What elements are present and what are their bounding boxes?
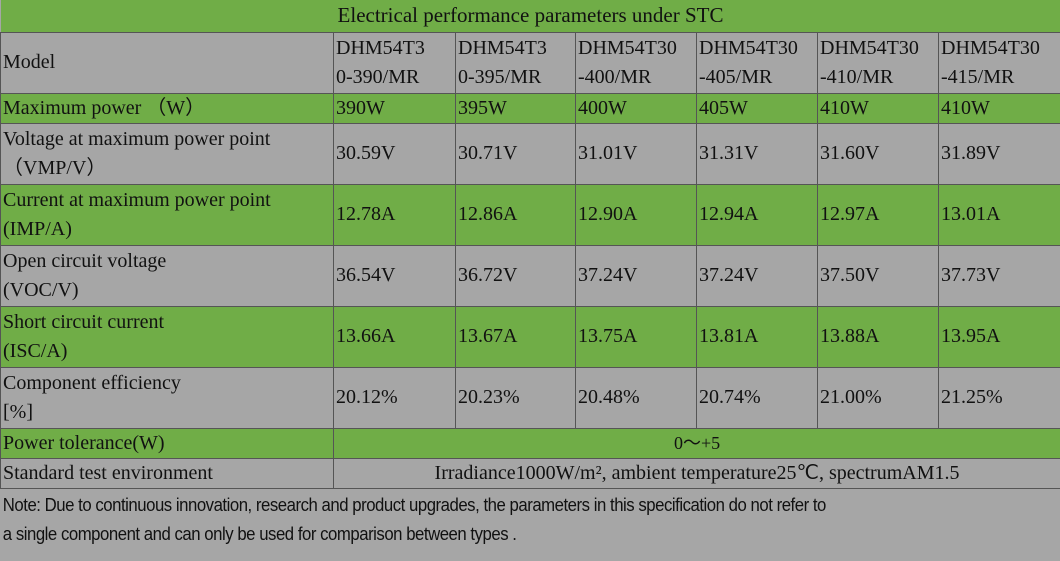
row-label-line: (ISC/A)	[3, 339, 68, 362]
value-cell: 12.97A	[817, 183, 939, 246]
value-cell: 20.48%	[575, 366, 697, 429]
table-title: Electrical performance parameters under …	[0, 0, 1060, 33]
value-cell: 37.73V	[937, 244, 1060, 307]
model-cell: DHM54T3 0-390/MR	[333, 31, 456, 94]
row-label: Voltage at maximum power point （VMP/V）	[0, 122, 334, 185]
value-cell: 410W	[937, 92, 1060, 124]
table-row: Maximum power （W） 390W 395W 400W 405W 410W 410…	[0, 92, 1060, 124]
value-cell: 13.88A	[817, 305, 939, 368]
model-cell: DHM54T30 -410/MR	[817, 31, 939, 94]
spec-table: Electrical performance parameters under …	[0, 0, 1060, 489]
model-line: DHM54T30	[699, 36, 798, 59]
value-cell: 20.12%	[333, 366, 456, 429]
model-cell: DHM54T30 -415/MR	[937, 31, 1060, 94]
value-cell: 37.24V	[696, 244, 818, 307]
model-line: DHM54T3	[336, 36, 425, 59]
value-cell: 30.71V	[455, 122, 576, 185]
row-label: Open circuit voltage (VOC/V)	[0, 244, 334, 307]
model-line: DHM54T3	[458, 36, 547, 59]
value-cell: 31.89V	[937, 122, 1060, 185]
value-cell: 13.95A	[937, 305, 1060, 368]
row-label-line: Maximum power （W）	[3, 96, 206, 119]
value-cell: 395W	[455, 92, 576, 124]
value-cell: 36.72V	[455, 244, 576, 307]
model-line: -400/MR	[578, 65, 652, 88]
row-label-line: Voltage at maximum power point	[3, 127, 271, 150]
value-cell: 13.81A	[696, 305, 818, 368]
value-cell: 13.75A	[575, 305, 697, 368]
value-cell: 390W	[333, 92, 456, 124]
table-row: Component efficiency [%] 20.12% 20.23% 20.48…	[0, 366, 1060, 429]
note-line-2: a single component and can only be used …	[2, 523, 517, 544]
row-label: Maximum power （W）	[0, 92, 334, 124]
model-line: DHM54T30	[578, 36, 677, 59]
row-label: Short circuit current (ISC/A)	[0, 305, 334, 368]
model-line: DHM54T30	[941, 36, 1040, 59]
value-cell: 37.24V	[575, 244, 697, 307]
row-label-line: （VMP/V）	[3, 156, 107, 179]
model-label: Model	[0, 31, 334, 94]
table-row: Current at maximum power point (IMP/A) 12.…	[0, 183, 1060, 246]
value-cell: 12.78A	[333, 183, 456, 246]
model-line: -410/MR	[820, 65, 894, 88]
model-line: 0-395/MR	[458, 65, 542, 88]
table-row: Short circuit current (ISC/A) 13.66A 13.67A…	[0, 305, 1060, 368]
value-cell: 20.74%	[696, 366, 818, 429]
value-cell: 31.01V	[575, 122, 697, 185]
table-row: Voltage at maximum power point （VMP/V） 30.…	[0, 122, 1060, 185]
model-line: -415/MR	[941, 65, 1015, 88]
row-label: Component efficiency [%]	[0, 366, 334, 429]
model-cell: DHM54T30 -405/MR	[696, 31, 818, 94]
value-cell: 13.01A	[937, 183, 1060, 246]
value-cell: 21.00%	[817, 366, 939, 429]
model-line: 0-390/MR	[336, 65, 420, 88]
value-cell: 20.23%	[455, 366, 576, 429]
row-label-line: Current at maximum power point	[3, 188, 271, 211]
value-cell: 405W	[696, 92, 818, 124]
tolerance-label: Power tolerance(W)	[0, 427, 334, 459]
value-cell: 13.66A	[333, 305, 456, 368]
row-label-line: Short circuit current	[3, 310, 165, 333]
value-cell: 36.54V	[333, 244, 456, 307]
value-cell: 12.86A	[455, 183, 576, 246]
value-cell: 12.94A	[696, 183, 818, 246]
model-line: DHM54T30	[820, 36, 919, 59]
tolerance-value: 0～+5	[332, 427, 1060, 459]
row-label-line: Open circuit voltage	[3, 249, 167, 272]
row-label: Current at maximum power point (IMP/A)	[0, 183, 334, 246]
row-label-line: [%]	[3, 400, 33, 423]
table-row: Open circuit voltage (VOC/V) 36.54V 36.72V 3…	[0, 244, 1060, 307]
value-cell: 21.25%	[937, 366, 1060, 429]
value-cell: 13.67A	[455, 305, 576, 368]
value-cell: 31.60V	[817, 122, 939, 185]
value-cell: 12.90A	[575, 183, 697, 246]
value-cell: 30.59V	[333, 122, 456, 185]
value-cell: 410W	[817, 92, 939, 124]
note: Note: Due to continuous innovation, rese…	[0, 489, 1060, 551]
note-line-1: Note: Due to continuous innovation, rese…	[2, 494, 827, 515]
value-cell: 31.31V	[696, 122, 818, 185]
value-cell: 400W	[575, 92, 697, 124]
model-line: -405/MR	[699, 65, 773, 88]
model-cell: DHM54T3 0-395/MR	[455, 31, 576, 94]
row-label-line: (VOC/V)	[3, 278, 79, 301]
model-cell: DHM54T30 -400/MR	[575, 31, 697, 94]
environment-value: Irradiance1000W/m², ambient temperature2…	[332, 457, 1060, 489]
row-label-line: (IMP/A)	[3, 217, 72, 240]
row-label-line: Component efficiency	[3, 371, 181, 394]
environment-label: Standard test environment	[0, 457, 334, 489]
value-cell: 37.50V	[817, 244, 939, 307]
